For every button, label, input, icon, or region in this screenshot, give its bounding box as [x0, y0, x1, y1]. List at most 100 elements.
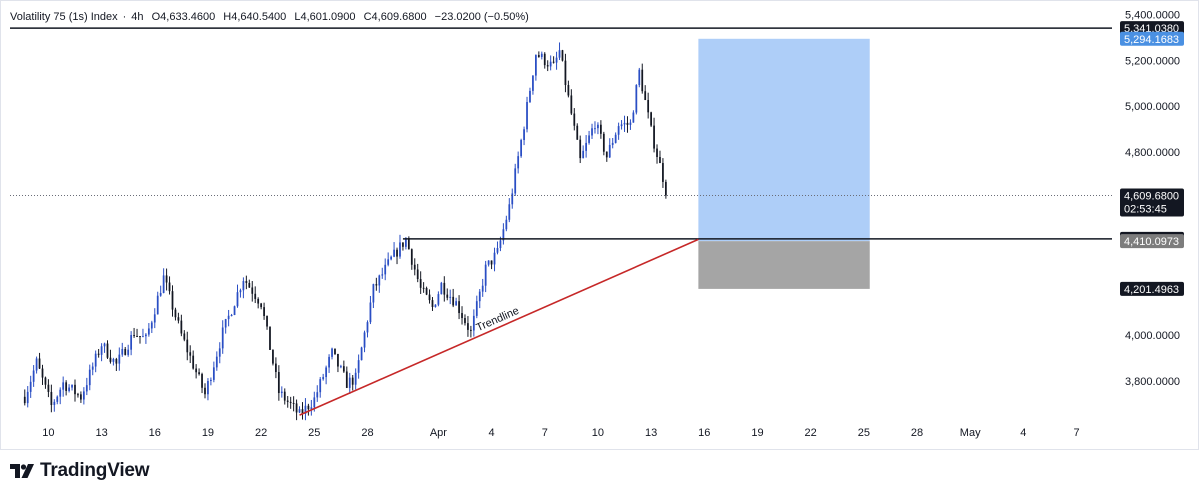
candle-up	[502, 229, 505, 241]
candle-down	[168, 282, 171, 292]
drawings-layer: Trendline	[10, 27, 1112, 416]
candle-up	[481, 285, 484, 292]
candle-up	[71, 384, 73, 388]
candle-up	[62, 382, 65, 390]
candle-up	[215, 356, 218, 368]
x-tick-label: Apr	[430, 427, 447, 439]
candle-up	[127, 349, 130, 355]
candle-down	[74, 384, 76, 395]
target-price-tag-bg	[1120, 31, 1184, 46]
candle-up	[221, 327, 224, 349]
candle-down	[396, 249, 398, 257]
x-tick-label: May	[960, 427, 981, 439]
interval-label[interactable]: 4h	[131, 11, 144, 23]
candle-up	[478, 291, 481, 302]
candle-up	[91, 366, 94, 370]
candle-down	[301, 409, 304, 414]
candle-down	[407, 238, 410, 250]
x-tick-label: 25	[858, 427, 870, 439]
candle-up	[319, 379, 322, 393]
candle-up	[597, 124, 599, 129]
candle-up	[53, 401, 56, 406]
symbol-ohlc-header: Volatility 75 (1s) Index · 4h O4,633.4600 …	[10, 11, 534, 23]
candle-up	[156, 295, 159, 315]
candle-down	[41, 368, 44, 378]
candle-down	[254, 293, 257, 299]
close-value: C4,609.6800	[363, 11, 427, 23]
candle-down	[422, 287, 425, 289]
candle-up	[508, 204, 511, 220]
candle-down	[47, 384, 50, 392]
candle-down	[345, 371, 348, 388]
candle-down	[50, 391, 53, 406]
candle-down	[573, 113, 576, 126]
candle-down	[251, 287, 254, 294]
candle-up	[218, 348, 221, 357]
candle-up	[369, 302, 372, 323]
y-tick-label: 5,000.0000	[1125, 101, 1180, 113]
candle-down	[650, 112, 652, 126]
candle-up	[381, 274, 384, 276]
candle-up	[313, 397, 316, 408]
candle-down	[307, 405, 310, 410]
stop-price-tag-bg	[1120, 281, 1184, 296]
candle-up	[475, 301, 478, 316]
candle-up	[224, 319, 227, 328]
candle-down	[413, 264, 416, 270]
candle-down	[410, 249, 413, 265]
symbol-name[interactable]: Volatility 75 (1s) Index	[10, 11, 118, 23]
candle-up	[153, 314, 156, 323]
candle-up	[147, 328, 150, 335]
candle-down	[537, 55, 540, 57]
x-tick-label: 16	[149, 427, 161, 439]
candle-up	[298, 409, 301, 413]
candle-down	[295, 403, 298, 413]
x-tick-label: 16	[698, 427, 710, 439]
candle-down	[204, 387, 206, 395]
candle-up	[629, 122, 632, 125]
candle-down	[174, 309, 177, 318]
candle-up	[162, 275, 165, 294]
last-price-tag-bg	[1120, 188, 1184, 217]
candle-down	[77, 394, 79, 396]
candle-up	[549, 61, 552, 67]
position-zones-layer	[698, 38, 870, 289]
candle-down	[136, 336, 138, 338]
change-value: −23.0200 (−0.50%)	[434, 11, 529, 23]
x-tick-label: 4	[1020, 427, 1026, 439]
price-chart[interactable]: Trendline 3,800.0000 4,000.0000 4,800.0000…	[0, 0, 1199, 450]
candle-up	[378, 275, 381, 286]
candle-down	[461, 313, 463, 319]
candle-up	[614, 134, 617, 143]
candle-up	[363, 332, 366, 348]
x-tick-label: 7	[542, 427, 548, 439]
x-tick-label: 19	[202, 427, 214, 439]
countdown-tag: 02:53:45	[1124, 203, 1167, 215]
chart-frame[interactable]	[0, 0, 1199, 450]
candle-down	[177, 317, 180, 321]
resistance-price-tag-bg	[1120, 21, 1184, 36]
candle-down	[402, 242, 404, 247]
candle-up	[233, 306, 236, 316]
candle-up	[523, 129, 525, 141]
candle-up	[26, 391, 29, 404]
candle-up	[514, 168, 517, 194]
candle-down	[269, 326, 271, 350]
candle-up	[487, 260, 490, 265]
candle-down	[248, 282, 251, 288]
candle-up	[280, 391, 283, 394]
candle-up	[100, 346, 103, 355]
candle-up	[635, 85, 638, 113]
candle-up	[68, 387, 70, 391]
candle-up	[103, 343, 106, 347]
candle-down	[342, 366, 345, 372]
candle-down	[124, 348, 127, 355]
tradingview-brand[interactable]: TradingView	[10, 459, 150, 483]
x-tick-label: 13	[95, 427, 107, 439]
candle-down	[133, 335, 135, 337]
candle-up	[437, 294, 440, 305]
candle-up	[316, 392, 319, 398]
candle-up	[558, 50, 561, 58]
profit-zone	[698, 38, 870, 242]
candle-down	[266, 316, 268, 327]
